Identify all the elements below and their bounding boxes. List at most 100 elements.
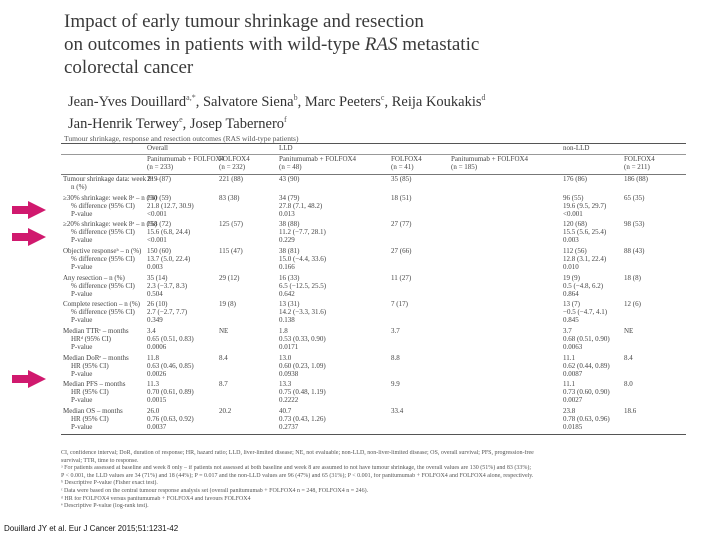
table-cell: 0.166 [279,262,295,271]
title-line-2b: metastatic [397,34,480,55]
table-cell: 9.9 [391,380,400,389]
footnote: ᶜ Data were based on the central tumour … [61,487,369,494]
table-row: % difference (95% CI) 21.8 (12.7, 30.9) 27… [61,201,686,211]
col-header: FOLFOX4 (n = 232) [219,155,250,171]
table-row: Any resection – n (%) 35 (14) 29 (12) 16 (3… [61,273,686,283]
table-row: HR (95% CI) 0.76 (0.63, 0.92) 0.73 (0.43, … [61,415,686,424]
row-label: Median DoRᵉ – months [63,353,129,362]
table-cell: 19 (8) [219,300,236,309]
table-cell: NE [219,327,229,336]
table-cell: 0.229 [279,236,295,245]
table-row-group: Median OS – months 26.0 20.2 40.7 33.4 23.8 18… [61,407,686,434]
row-label: ≥30% shrinkage: week 8ᵃ – n (%) [63,193,158,202]
table-cell: 13 (7) [563,300,580,309]
table-cell: 19.6 (9.5, 29.7) [563,201,607,210]
table-cell: 0.5 (−4.8, 6.2) [563,281,604,290]
row-label: % difference (95% CI) [71,228,135,237]
row-label: P-value [71,396,93,405]
table-cell: 16 (33) [279,273,300,282]
table-row: HRᵈ (95% CI) 0.65 (0.51, 0.83) 0.53 (0.33,… [61,335,686,344]
table-row: % difference (95% CI) 13.7 (5.0, 22.4) 15.… [61,255,686,264]
table-cell: 14.2 (−3.3, 31.6) [279,308,327,317]
row-label: P-value [71,369,93,378]
table-cell: −0.5 (−4.7, 4.1) [563,308,608,317]
table-row-group: Median DoRᵉ – months 11.8 8.4 13.0 8.8 11.1 8.… [61,354,686,381]
table-cell: 15.5 (5.6, 25.4) [563,228,607,237]
col-header-arm: FOLFOX4 [391,155,422,163]
row-label: P-value [71,422,93,431]
table-cell: 13.3 [279,380,292,389]
table-cell: 26 (10) [147,300,168,309]
row-label: Any resection – n (%) [63,273,125,282]
table-cell: 0.75 (0.48, 1.19) [279,388,326,397]
table-cell: 0.62 (0.44, 0.89) [563,361,610,370]
table-cell: 186 (88) [624,175,648,183]
table-cell: 0.003 [563,236,579,245]
row-label: P-value [71,342,93,351]
table-cell: 0.76 (0.63, 0.92) [147,415,194,424]
table-cell: 0.010 [563,262,579,271]
table-cell: 15.0 (−4.4, 33.6) [279,255,327,264]
row-label: % difference (95% CI) [71,201,135,210]
table-cell: 88 (43) [624,247,645,256]
author-affil: d [481,93,486,102]
col-header-n: (n = 211) [624,163,650,171]
table-cell: 0.0026 [147,369,167,378]
table-cell: 96 (55) [563,193,584,202]
row-label: ≥20% shrinkage: week 8ᵃ – n (%) [63,220,158,229]
author-affil: b [293,93,298,102]
col-header-n: (n = 48) [279,163,302,171]
table-cell: 65 (35) [624,193,645,202]
table-cell: 11.1 [563,353,575,362]
table-row: Median TTRᶜ – months 3.4 NE 1.8 3.7 3.7 NE [61,327,686,336]
table-row-group: Complete resection – n (%) 26 (10) 19 (8) 1… [61,300,686,327]
row-label: n (%) [71,182,87,191]
table-cell: 27 (77) [391,220,412,229]
author-douillard: Jean-Yves Douillard [68,93,187,110]
title-line-3: colorectal cancer [64,57,194,78]
col-header: FOLFOX4 (n = 211) [624,155,655,171]
table-row: P-value 0.0015 0.2222 0.0027 [61,396,686,405]
row-label: % difference (95% CI) [71,281,135,290]
table-cell: 26.0 [147,407,160,416]
col-header-arm: FOLFOX4 [219,155,250,163]
footnote: CI, confidence interval; DoR, duration o… [61,450,534,456]
table-cell: 125 (57) [219,220,243,229]
table-cell: 0.003 [147,262,163,271]
table-row: ≥20% shrinkage: week 8ᵃ – n (%) 158 (72) 1… [61,221,686,229]
table-cell: 13.0 [279,353,292,362]
table-cell: 150 (60) [147,247,171,256]
author-terwey: Jan-Henrik Terwey [68,115,180,132]
table-cell: 0.349 [147,316,163,325]
row-label: Median OS – months [63,407,123,416]
table-row-group: Median TTRᶜ – months 3.4 NE 1.8 3.7 3.7 NE HRᵈ … [61,327,686,354]
table-cell: 0.68 (0.51, 0.90) [563,335,610,344]
footnote: ᵈ HR for FOLFOX4 versus panitumumab + FO… [61,495,251,502]
col-header: FOLFOX4 (n = 41) [391,155,422,171]
table-cell: 43 (90) [279,175,300,183]
highlight-arrow-dor [12,370,46,388]
table-cell: 13.7 (5.0, 22.4) [147,255,191,264]
table-cell: 33.4 [391,407,404,416]
table-cell: 11.8 [147,353,159,362]
table-cell: 18 (8) [624,273,641,282]
table-cell: 11.3 [147,380,159,389]
row-label: HR (95% CI) [71,388,109,397]
table-cell: 8.7 [219,380,228,389]
results-table: Overall LLD non-LLD Panitumumab + FOLFOX… [61,143,686,435]
table-caption: Tumour shrinkage, response and resection… [64,134,299,143]
row-label: P-value [71,289,93,298]
table-row-group: Any resection – n (%) 35 (14) 29 (12) 16 (3… [61,274,686,301]
col-header-n: (n = 185) [451,163,478,171]
table-cell: 35 (85) [391,175,412,183]
table-cell: 2.3 (−3.7, 8.3) [147,281,188,290]
table-cell: 35 (14) [147,273,168,282]
author-list: Jean-Yves Douillarda,*, Salvatore Sienab… [68,89,708,133]
table-cell: 219 (87) [147,175,171,183]
table-cell: <0.001 [147,236,167,245]
author-tabernero: , Josep Tabernero [182,115,285,132]
table-cell: 0.0087 [563,369,583,378]
table-cell: 120 (68) [563,220,587,229]
row-label: P-value [71,262,93,271]
table-cell: 0.73 (0.43, 1.26) [279,415,326,424]
